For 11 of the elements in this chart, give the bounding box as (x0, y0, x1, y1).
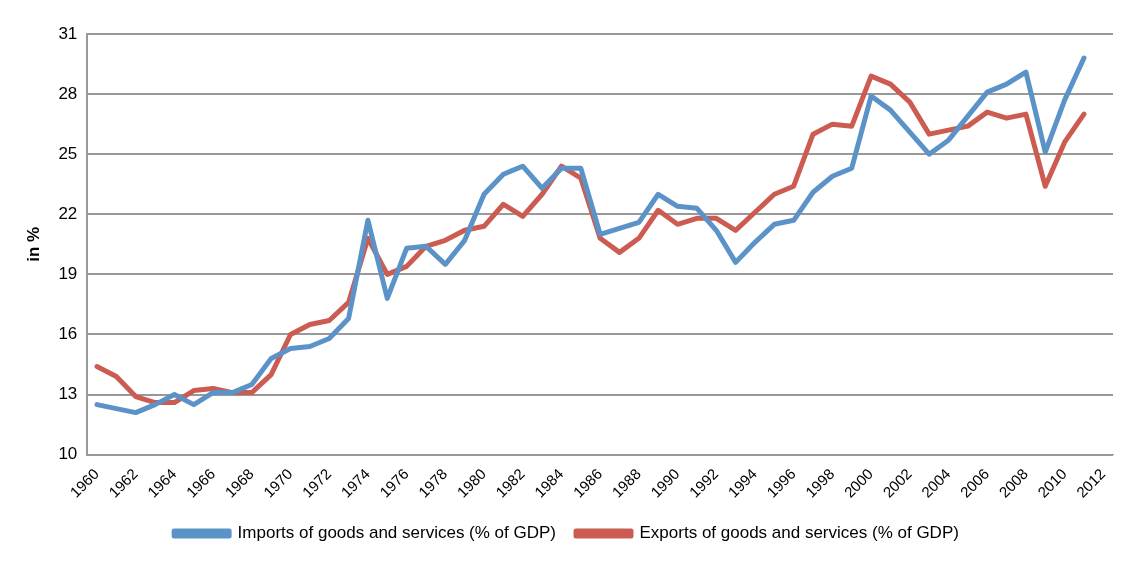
y-axis-title: in % (23, 226, 43, 262)
y-tick-label: 31 (58, 23, 78, 43)
y-tick-label: 22 (58, 203, 78, 223)
y-tick-label: 10 (58, 444, 78, 464)
y-tick-label: 13 (58, 384, 78, 404)
y-tick-label: 19 (58, 264, 78, 284)
legend-label: Imports of goods and services (% of GDP) (237, 523, 557, 543)
y-tick-label: 28 (58, 83, 78, 103)
y-tick-label: 25 (58, 143, 78, 163)
y-tick-label: 16 (58, 324, 78, 344)
legend-label: Exports of goods and services (% of GDP) (639, 523, 959, 543)
